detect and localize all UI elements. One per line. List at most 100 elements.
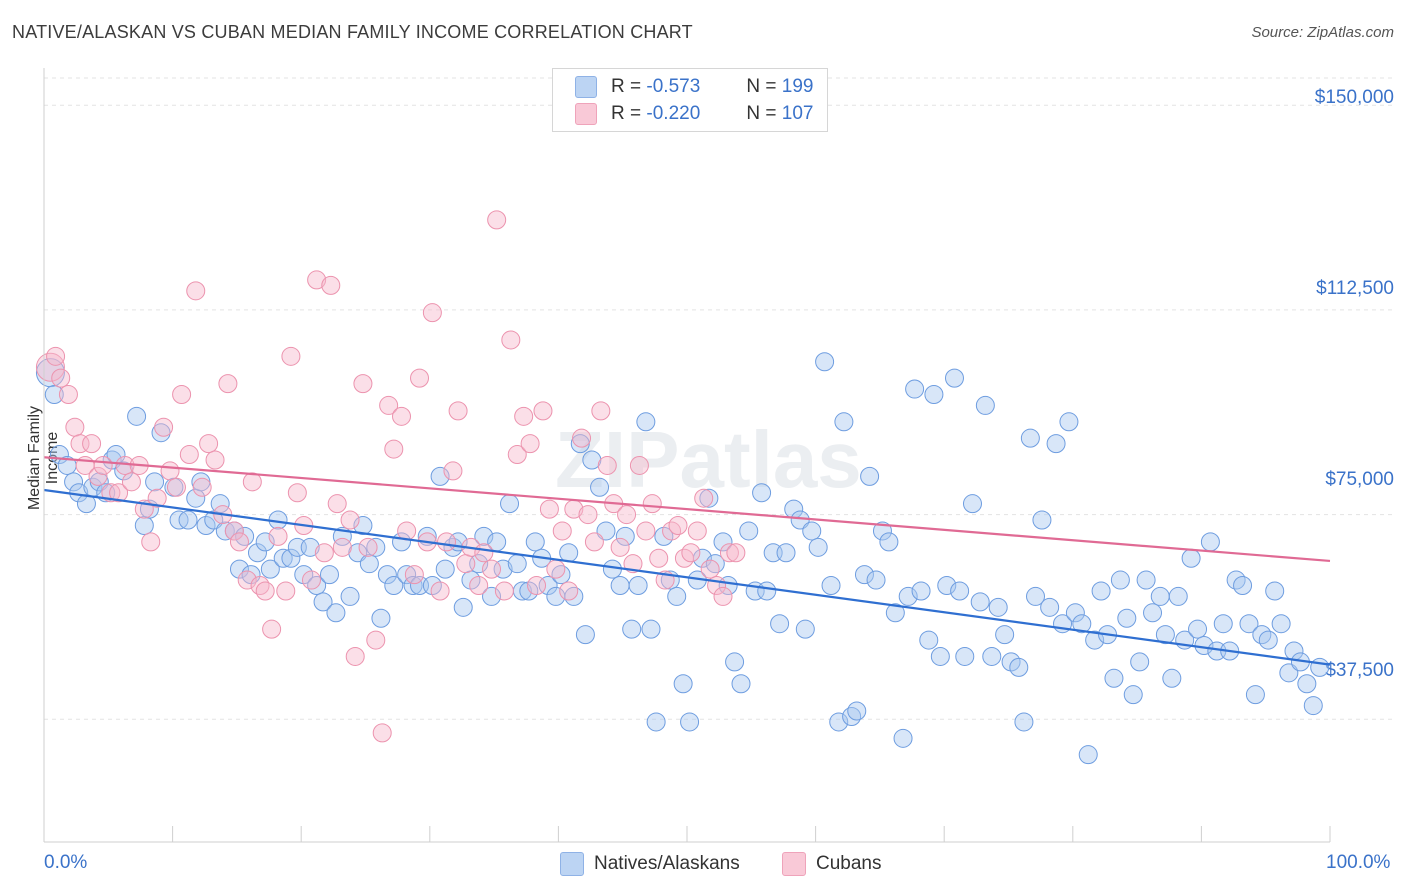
data-points bbox=[35, 210, 1330, 765]
data-point bbox=[1297, 674, 1317, 694]
data-point bbox=[578, 505, 598, 525]
data-point bbox=[829, 712, 849, 732]
data-point bbox=[1162, 668, 1182, 688]
data-point bbox=[718, 576, 738, 596]
data-point bbox=[680, 712, 700, 732]
data-point bbox=[224, 521, 244, 541]
data-point bbox=[1014, 712, 1034, 732]
data-point bbox=[970, 592, 990, 612]
data-point bbox=[300, 537, 320, 557]
data-point bbox=[975, 395, 995, 415]
data-point bbox=[539, 499, 559, 519]
data-point bbox=[854, 565, 874, 585]
data-point bbox=[332, 537, 352, 557]
data-point bbox=[1188, 619, 1208, 639]
data-point bbox=[1239, 614, 1259, 634]
data-point bbox=[726, 543, 746, 563]
data-point bbox=[590, 477, 610, 497]
data-point bbox=[667, 586, 687, 606]
data-point bbox=[982, 646, 1002, 666]
data-point bbox=[1065, 603, 1085, 623]
data-point bbox=[500, 494, 520, 514]
data-point bbox=[437, 532, 457, 552]
data-point bbox=[955, 646, 975, 666]
r-label: R = bbox=[611, 103, 642, 124]
data-point bbox=[379, 395, 399, 415]
data-point bbox=[474, 526, 494, 546]
data-point bbox=[276, 581, 296, 601]
data-point bbox=[1040, 597, 1060, 617]
chart-title: NATIVE/ALASKAN VS CUBAN MEDIAN FAMILY IN… bbox=[12, 22, 693, 42]
data-point bbox=[674, 548, 694, 568]
data-point bbox=[662, 521, 682, 541]
data-point bbox=[210, 494, 230, 514]
data-point bbox=[1143, 603, 1163, 623]
data-point bbox=[430, 581, 450, 601]
data-point bbox=[610, 537, 630, 557]
series-legend-cubans: Cubans bbox=[782, 852, 882, 876]
data-point bbox=[1085, 630, 1105, 650]
data-point bbox=[649, 548, 669, 568]
data-point bbox=[629, 455, 649, 475]
data-point bbox=[551, 565, 571, 585]
data-point bbox=[615, 526, 635, 546]
data-point bbox=[494, 581, 514, 601]
data-point bbox=[456, 554, 476, 574]
n-label: N = bbox=[746, 76, 777, 97]
data-point bbox=[404, 565, 424, 585]
data-point bbox=[808, 537, 828, 557]
data-point bbox=[397, 565, 417, 585]
data-point bbox=[905, 379, 925, 399]
cubans-swatch bbox=[575, 103, 597, 125]
data-point bbox=[1258, 630, 1278, 650]
data-point bbox=[1265, 581, 1285, 601]
data-point bbox=[366, 537, 386, 557]
data-point bbox=[725, 652, 745, 672]
data-point bbox=[1310, 657, 1330, 677]
data-point bbox=[348, 543, 368, 563]
data-point bbox=[507, 554, 527, 574]
data-point bbox=[151, 423, 171, 443]
data-point bbox=[326, 603, 346, 623]
data-point bbox=[250, 576, 270, 596]
data-point bbox=[327, 494, 347, 514]
data-point bbox=[546, 559, 566, 579]
data-point bbox=[1117, 608, 1137, 628]
data-point bbox=[1168, 586, 1188, 606]
data-point bbox=[313, 592, 333, 612]
data-point bbox=[141, 532, 161, 552]
data-point bbox=[247, 543, 267, 563]
cubans-n-value: 107 bbox=[781, 103, 814, 124]
data-point bbox=[474, 543, 494, 563]
data-point bbox=[255, 532, 275, 552]
data-point bbox=[514, 406, 534, 426]
data-point bbox=[1233, 576, 1253, 596]
data-point bbox=[713, 586, 733, 606]
data-point bbox=[377, 565, 397, 585]
trend-lines bbox=[43, 456, 1331, 666]
data-point bbox=[1091, 581, 1111, 601]
data-point bbox=[893, 728, 913, 748]
data-point bbox=[944, 368, 964, 388]
data-point bbox=[281, 548, 301, 568]
data-point bbox=[384, 439, 404, 459]
data-point bbox=[204, 510, 224, 530]
trend-line-natives bbox=[43, 488, 1331, 666]
data-point bbox=[70, 434, 90, 454]
data-point bbox=[646, 712, 666, 732]
data-point bbox=[559, 581, 579, 601]
data-point bbox=[584, 532, 604, 552]
data-point bbox=[1110, 570, 1130, 590]
x-tick-label: 0.0% bbox=[44, 852, 88, 873]
data-point bbox=[307, 576, 327, 596]
data-point bbox=[1279, 663, 1299, 683]
data-point bbox=[237, 570, 257, 590]
data-point bbox=[448, 401, 468, 421]
data-point bbox=[435, 559, 455, 579]
data-point bbox=[410, 368, 430, 388]
data-point bbox=[1026, 586, 1046, 606]
data-point bbox=[752, 483, 772, 503]
data-point bbox=[82, 434, 102, 454]
data-point bbox=[371, 608, 391, 628]
